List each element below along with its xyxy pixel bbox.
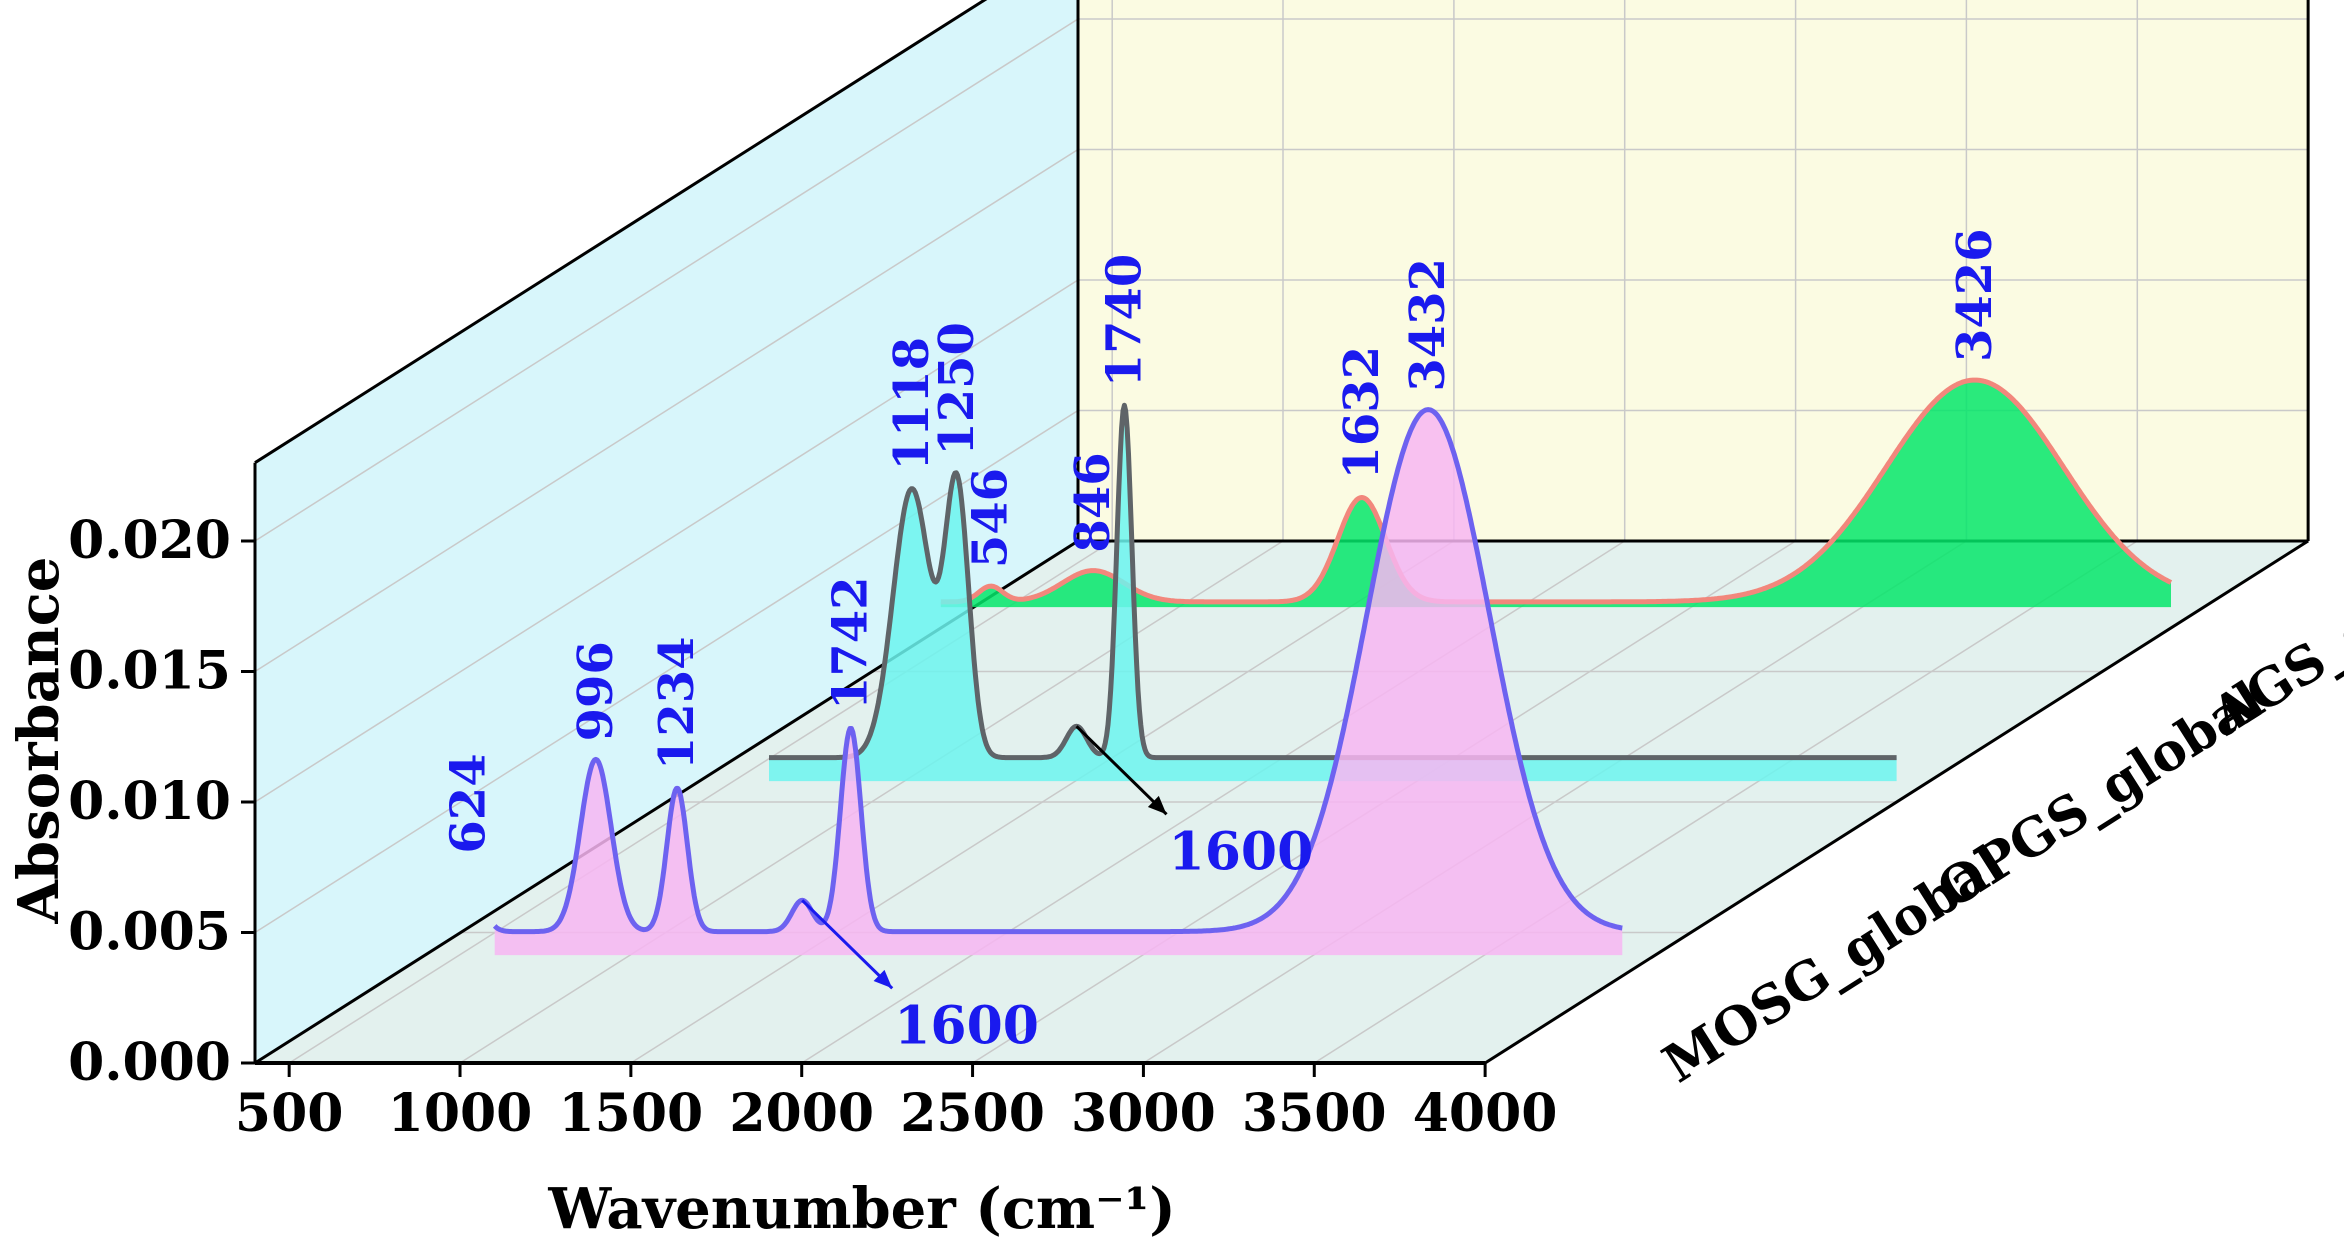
peak-label: 1740 (1096, 254, 1152, 388)
peak-label: 996 (568, 641, 624, 741)
x-tick-label: 1000 (388, 1083, 533, 1144)
annotation-label: 1600 (894, 995, 1039, 1056)
series-fill-OPGS_global (769, 405, 1897, 782)
series-line-AGS_global (939, 377, 2173, 605)
annotation-arrowhead (1147, 795, 1167, 815)
x-tick-label: 2000 (729, 1083, 874, 1144)
series-line-OPGS_global (767, 402, 1898, 761)
series-fill-MOSG_global (494, 409, 1623, 956)
x-tick-label: 3000 (1071, 1083, 1216, 1144)
peak-label: 546 (963, 468, 1019, 568)
series-line-MOSG_global (492, 407, 1624, 935)
y-tick-label: 0.005 (68, 902, 231, 963)
peak-label: 1742 (823, 576, 879, 710)
y-axis-title: Absorbance (6, 557, 72, 925)
annotation-label: 1600 (1169, 821, 1314, 882)
peak-label: 1118 (884, 337, 940, 471)
x-tick-label: 500 (235, 1083, 344, 1144)
peak-label: 1632 (1334, 346, 1390, 480)
x-tick-label: 1500 (559, 1083, 704, 1144)
y-tick-label: 0.000 (68, 1032, 231, 1093)
peak-label: 1234 (649, 636, 705, 770)
y-tick-label: 0.020 (68, 510, 231, 571)
y-tick-label: 0.015 (68, 641, 231, 702)
peak-label: 3426 (1947, 228, 2003, 362)
peak-label: 1250 (929, 322, 985, 456)
left-wall (255, 0, 1078, 1063)
annotation-arrow-line (801, 899, 894, 990)
frame-edge (1484, 539, 2309, 1065)
x-tick-label: 3500 (1242, 1083, 1387, 1144)
back-wall (1078, 0, 2309, 541)
x-tick-label: 4000 (1413, 1083, 1558, 1144)
annotation-arrowhead (873, 969, 893, 989)
peak-label: 624 (441, 753, 497, 853)
chart-series-group (492, 377, 2173, 956)
x-tick-label: 2500 (900, 1083, 1045, 1144)
series-fill-AGS_global (940, 380, 2171, 608)
annotation-arrow-line (1075, 725, 1168, 816)
peak-label: 846 (1065, 452, 1121, 552)
frame-edge (254, 0, 988, 464)
x-axis-title: Wavenumber (cm⁻¹) (547, 1176, 1175, 1242)
y-tick-label: 0.010 (68, 771, 231, 832)
peak-label: 3432 (1400, 258, 1456, 392)
